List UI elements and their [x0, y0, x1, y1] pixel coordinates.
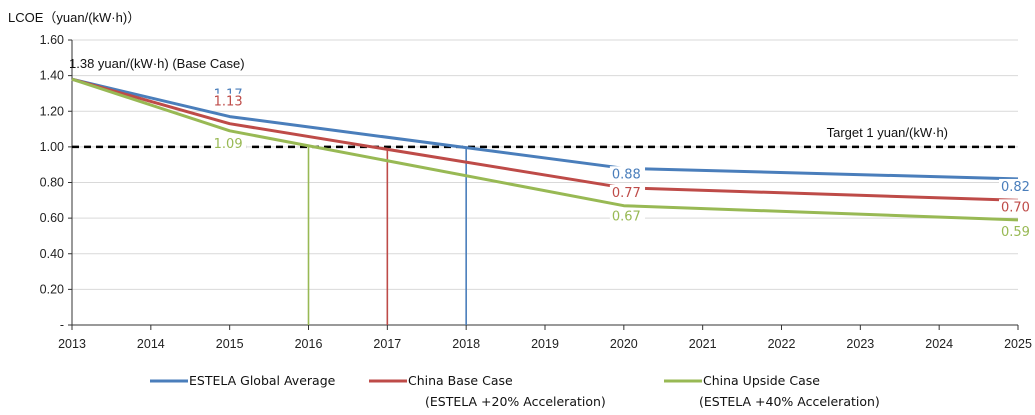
x-tick-label: 2023 [846, 337, 874, 351]
y-tick-label: 1.00 [40, 140, 64, 154]
legend-entry: ESTELA Global Average [189, 373, 336, 388]
y-tick-label: 0.80 [40, 176, 64, 190]
x-tick-label: 2013 [58, 337, 86, 351]
y-axis-title: LCOE（yuan/(kW·h)） [8, 10, 140, 25]
data-label: 0.82 [1001, 180, 1030, 195]
data-label: 0.88 [612, 167, 641, 182]
y-tick-label: 1.40 [40, 69, 64, 83]
data-label-bg [609, 184, 646, 200]
x-tick-label: 2018 [452, 337, 480, 351]
x-tick-label: 2022 [768, 337, 796, 351]
data-label: 0.59 [1001, 225, 1030, 240]
data-label-bg [999, 199, 1035, 215]
data-label: 1.09 [214, 137, 243, 152]
x-tick-label: 2020 [610, 337, 638, 351]
x-tick-label: 2017 [373, 337, 401, 351]
x-tick-label: 2021 [689, 337, 717, 351]
legend-entry: China Upside Case [703, 373, 820, 388]
y-tick-label: 1.20 [40, 104, 64, 118]
x-tick-label: 2014 [137, 337, 165, 351]
data-label-bg [609, 208, 646, 224]
data-label: 0.70 [1001, 200, 1030, 215]
data-label-bg [211, 135, 247, 151]
series-line [71, 77, 1019, 222]
x-tick-label: 2024 [925, 337, 953, 351]
x-tick-label: 2019 [531, 337, 559, 351]
data-label: 0.67 [612, 210, 641, 225]
data-label-bg [999, 223, 1035, 239]
y-tick-label: 0.20 [40, 282, 64, 296]
series-line [71, 77, 1019, 202]
y-tick-label: 0.60 [40, 211, 64, 225]
x-tick-label: 2015 [216, 337, 244, 351]
data-label: 1.13 [214, 95, 243, 110]
legend-entry-subtitle: (ESTELA +40% Acceleration) [699, 394, 880, 409]
series-line [71, 77, 1019, 181]
y-tick-label: - [60, 318, 64, 332]
x-tick-label: 2025 [1004, 337, 1032, 351]
data-label-bg [609, 166, 646, 182]
y-tick-label: 1.60 [40, 33, 64, 47]
data-label: 0.77 [612, 186, 641, 201]
data-label-bg [211, 93, 247, 109]
legend-entry: China Base Case [408, 373, 513, 388]
start-annotation: 1.38 yuan/(kW·h) (Base Case) [69, 56, 245, 71]
y-tick-label: 0.40 [40, 247, 64, 261]
data-label-bg [999, 178, 1035, 194]
legend-entry-subtitle: (ESTELA +20% Acceleration) [425, 394, 606, 409]
target-label: Target 1 yuan/(kW·h) [827, 125, 948, 140]
x-tick-label: 2016 [295, 337, 323, 351]
